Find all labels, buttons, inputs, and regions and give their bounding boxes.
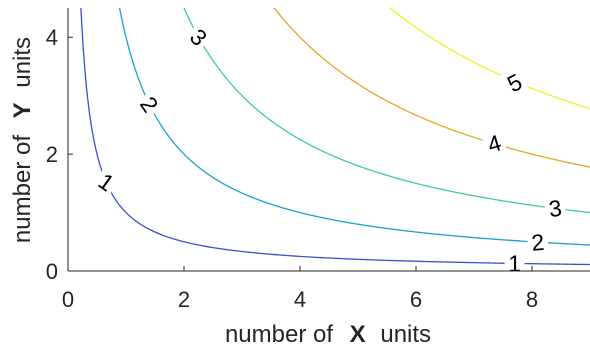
contour-label-mask xyxy=(504,250,525,277)
contour-line-5 xyxy=(389,7,590,110)
contour-line-3 xyxy=(183,7,590,214)
contour-label-2: 2 xyxy=(530,229,545,256)
contour-line-1 xyxy=(80,7,590,266)
contour-label-mask xyxy=(526,228,549,257)
y-axis-label-prefix: number of xyxy=(9,135,36,243)
contour-label-mask xyxy=(480,128,508,159)
x-tick-label: 6 xyxy=(410,287,422,312)
y-tick-label: 2 xyxy=(46,142,58,167)
y-tick-label: 4 xyxy=(46,25,58,50)
x-axis-label-emph: X xyxy=(350,321,366,348)
x-axis-label-suffix: units xyxy=(380,321,431,348)
y-axis-label-emph: Y xyxy=(9,102,36,118)
x-axis-label-prefix: number of xyxy=(225,321,333,348)
contour-label-1: 1 xyxy=(508,250,521,276)
contour-label-mask xyxy=(90,165,122,199)
contour-label-mask xyxy=(182,20,215,54)
contour-lines xyxy=(80,7,590,266)
x-tick-label: 8 xyxy=(526,287,538,312)
contour-line-4 xyxy=(273,7,590,168)
contour-label-mask xyxy=(543,194,567,223)
y-tick-label: 0 xyxy=(46,259,58,284)
y-axis-label: number of Y units xyxy=(9,37,36,243)
contour-label-mask xyxy=(132,88,166,121)
contour-line-2 xyxy=(118,7,590,246)
y-axis-ticks: 0 2 4 xyxy=(46,25,73,284)
x-axis-label: number of X units xyxy=(225,321,431,348)
x-axis-ticks: 0 2 4 6 8 xyxy=(62,266,538,312)
x-tick-label: 2 xyxy=(178,287,190,312)
x-tick-label: 0 xyxy=(62,287,74,312)
x-tick-label: 4 xyxy=(294,287,306,312)
contour-label-mask xyxy=(499,66,530,99)
contour-label-3: 3 xyxy=(547,195,563,222)
y-axis-label-suffix: units xyxy=(9,37,36,88)
